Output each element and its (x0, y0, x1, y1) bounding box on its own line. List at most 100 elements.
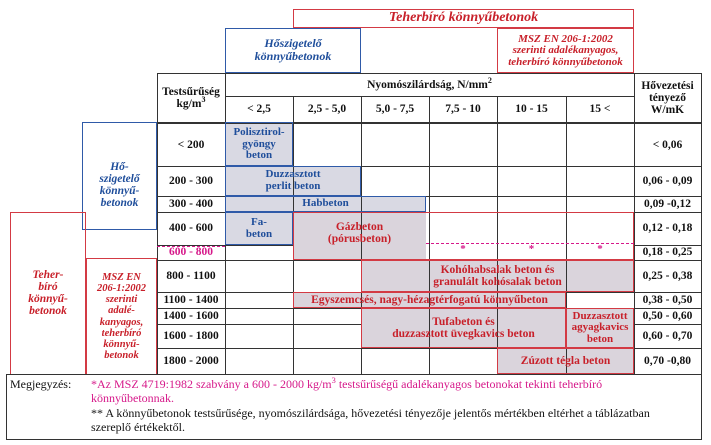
hoszigetelo-side-label: Hő- szigetelő könnyű- betonok (82, 150, 157, 220)
kohohabsalak-outline (361, 260, 634, 292)
fill-tufabeton (361, 308, 566, 348)
msz-header-line2: szerinti adalékanyagos, (512, 44, 619, 57)
note-1-part-b: testsűrűségű adalékanyagos betonokat tek… (335, 377, 603, 391)
note-2-part-a: ** A könnyűbetonok testsűrűsége, nyomósz… (91, 406, 650, 420)
hoszigetelo-header-box (225, 28, 361, 73)
msz-header-box (497, 28, 634, 73)
side-msz-3: szerinti (105, 294, 138, 306)
agyagkavics-line1: Duzzasztott (572, 309, 628, 322)
label-tufabeton: Tufabeton és duzzasztott üvegkavics beto… (361, 308, 566, 348)
star-marker-1: * (460, 243, 466, 256)
side-msz-1: MSZ EN (102, 272, 141, 284)
hoszigetelo-side-box (82, 122, 157, 230)
side-teher-1: Teher- (32, 268, 64, 281)
conductivity-row-5: 0,18 - 0,25 (642, 246, 693, 259)
side-msz-2: 206-1:2002 (97, 283, 146, 295)
teherbiro-title: Teherbíró könnyűbetonok (388, 10, 539, 26)
note-2: ** A könnyűbetonok testsűrűsége, nyomósz… (91, 406, 699, 434)
conductivity-row-4: 0,12 - 0,18 (642, 222, 693, 235)
perlit-line2: perlit beton (265, 180, 321, 192)
agyagkavics-line3: beton (586, 332, 614, 345)
label-zuzott: Zúzott tégla beton (520, 354, 611, 367)
conductivity-row-8: 0,50 - 0,60 (642, 309, 693, 322)
conductivity-header-line2: tényező (648, 91, 687, 104)
polisztirol-line2: gyöngy (242, 137, 276, 150)
side-teher-4: betonok (29, 305, 67, 318)
side-msz-8: betonok (104, 349, 139, 361)
msz-header-line1: MSZ EN 206-1:2002 (518, 32, 613, 45)
note-1-part-a: *Az MSZ 4719:1982 szabvány a 600 - 2000 … (91, 377, 332, 391)
label-habbeton: Habbeton (302, 197, 349, 210)
side-msz-7: könnyű- (103, 338, 140, 350)
gazbeton-outline (293, 212, 634, 260)
perlit-line1: Duzzasztott (265, 168, 321, 181)
strength-class-5: 10 - 15 (515, 103, 548, 116)
strength-class-1: < 2,5 (247, 103, 271, 116)
kohohabsalak-line1: Kohóhabsalak beton és (440, 263, 555, 276)
egyszemcses-outline (293, 292, 566, 308)
side-teher-2: bíró (38, 280, 58, 293)
gazbeton-line1: Gázbeton (335, 220, 384, 233)
strength-class-3: 5,0 - 7,5 (375, 103, 415, 116)
conductivity-row-3: 0,09 -0,12 (644, 197, 691, 210)
side-hoszig-4: betonok (100, 197, 139, 210)
note-label: Megjegyzés: (10, 377, 72, 391)
fabeton-outline (225, 212, 293, 245)
strength-class-4: 7,5 - 10 (445, 103, 481, 116)
hoszigetelo-title-line1: Hőszigetelő (264, 36, 322, 51)
label-gazbeton: Gázbeton (pórusbeton) (293, 214, 426, 252)
conductivity-header: Hővezetési tényező W/mK (634, 74, 701, 122)
note-2-part-b: szereplő értékektől. (91, 420, 185, 434)
fill-zuzott (497, 348, 634, 374)
side-hoszig-3: könnyű- (99, 185, 140, 197)
conductivity-row-7: 0,38 - 0,50 (642, 293, 693, 306)
gazbeton-line2: (pórusbeton) (327, 233, 392, 245)
tufabeton-line2: duzzasztott üvegkavics beton (392, 328, 535, 340)
density-row-5: 600 - 800 (168, 246, 214, 259)
density-header-line2: kg/m3 (176, 95, 206, 110)
habbeton-outline (225, 196, 426, 212)
density-row-8: 1400 - 1600 (163, 309, 219, 322)
msz-side-label: MSZ EN 206-1:2002 szerinti adalé- kanyag… (86, 260, 157, 373)
side-hoszig-2: szigetelő (99, 172, 140, 185)
density-row-4: 400 - 600 (168, 222, 214, 235)
note-1: *Az MSZ 4719:1982 szabvány a 600 - 2000 … (91, 376, 696, 405)
density-row-7: 1100 - 1400 (163, 293, 219, 306)
kohohabsalak-line2: granulált kohósalak beton (433, 276, 562, 288)
density-row-6: 800 - 1100 (166, 269, 216, 282)
hoszigetelo-title: Hőszigetelő könnyűbetonok (225, 30, 361, 70)
conductivity-header-line3: W/mK (650, 104, 685, 117)
star-marker-2: * (528, 243, 535, 256)
density-row-1: < 200 (177, 138, 205, 151)
density-row-9: 1600 - 1800 (163, 329, 219, 342)
label-fabeton: Fa- beton (225, 212, 293, 245)
side-msz-5: kanyagos, (99, 316, 144, 328)
side-hoszig-1: Hő- (110, 160, 129, 173)
fill-agyagkavics (566, 308, 634, 348)
star-marker-3: * (597, 243, 603, 256)
strength-header: Nyomószilárdság, N/mm2 (367, 76, 492, 91)
agyagkavics-line2: agyagkavics (571, 321, 629, 334)
hoszigetelo-title-line2: könnyűbetonok (254, 49, 332, 63)
density-row-10: 1800 - 2000 (163, 354, 219, 367)
msz-header-line3: teherbíró könnyűbetonok (508, 55, 623, 68)
label-egyszemcses: Egyszemcsés, nagy-hézagtérfogatú könnyűb… (311, 293, 548, 306)
conductivity-row-10: 0,70 -0,80 (644, 354, 691, 367)
fabeton-line1: Fa- (251, 215, 267, 228)
dashed-divider (157, 246, 225, 247)
zuzott-outline (497, 348, 634, 374)
density-row-3: 300 - 400 (168, 197, 214, 210)
density-row-2: 200 - 300 (168, 174, 214, 187)
strength-class-6: 15 < (589, 103, 611, 116)
msz-header-text: MSZ EN 206-1:2002 szerinti adalékanyagos… (497, 29, 634, 73)
conductivity-row-2: 0,06 - 0,09 (642, 174, 693, 187)
fill-fabeton (225, 212, 293, 245)
fill-habbeton (225, 196, 426, 212)
density-header: Testsűrűség kg/m3 (157, 74, 225, 122)
side-msz-6: teherbíró (101, 327, 142, 339)
fill-polisztirol (225, 122, 293, 166)
label-kohohabsalak: Kohóhabsalak beton és granulált kohósala… (361, 260, 634, 292)
fabeton-line2: beton (245, 227, 273, 240)
label-polisztirol: Polisztirol- gyöngy beton (225, 123, 293, 166)
polisztirol-line3: beton (245, 149, 273, 162)
